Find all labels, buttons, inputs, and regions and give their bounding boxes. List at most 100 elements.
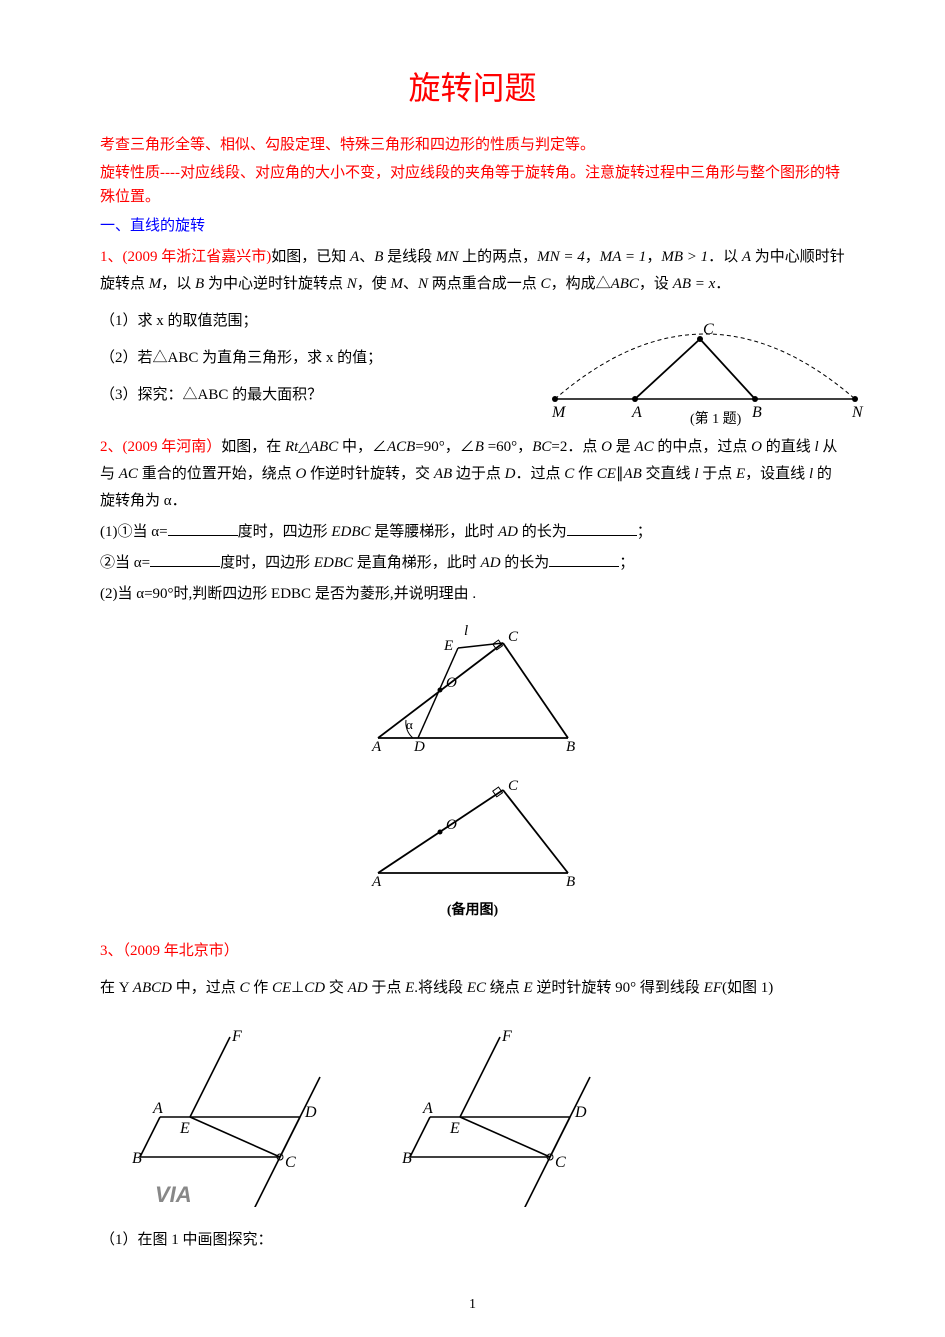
fig2a-b: B <box>566 739 575 753</box>
text: ． <box>715 276 730 292</box>
problem-2-q3: (2)当 α=90°时,判断四边形 EDBC 是否为菱形,并说明理由 . <box>100 581 845 608</box>
blank-3 <box>150 552 220 567</box>
fig2b-o: O <box>446 817 457 833</box>
problem-3-q1: （1）在图 1 中画图探究： <box>100 1227 845 1254</box>
problem-3-label: 3、（2009 年北京市） <box>100 938 845 965</box>
text: ； <box>619 555 634 571</box>
math-eq4: AB = x <box>673 276 716 292</box>
fig2a-alpha: α <box>406 717 413 732</box>
math-b2: B <box>195 276 204 292</box>
math-o: O <box>601 439 612 455</box>
figure-3a-svg: A B C D E F VIA <box>120 1027 350 1207</box>
text: 度时，四边形 <box>220 555 314 571</box>
text: ，以 <box>161 276 195 292</box>
text: ， <box>646 249 661 265</box>
math-ad: AD <box>348 980 368 996</box>
math-a: A <box>350 249 359 265</box>
math-abcd: ABCD <box>133 980 172 996</box>
problem-1-label: 1、(2009 年浙江省嘉兴市) <box>100 249 271 265</box>
text: （1）求 x 的取值范围； <box>100 313 258 329</box>
text: .将线段 <box>414 980 467 996</box>
math-b: B <box>475 439 484 455</box>
text: 在 Y <box>100 980 133 996</box>
fig2a-o: O <box>446 675 457 691</box>
math-o2: O <box>751 439 762 455</box>
math-ec: EC <box>467 980 486 996</box>
label-b: B <box>752 404 762 421</box>
page-title: 旋转问题 <box>100 60 845 118</box>
figure-1-caption: (第 1 题) <box>690 407 741 432</box>
text: ，设直线 <box>745 466 809 482</box>
problem-1-stem: 1、(2009 年浙江省嘉兴市)如图，已知 A、B 是线段 MN 上的两点，MN… <box>100 244 845 298</box>
fig3b-d: D <box>574 1104 587 1121</box>
label-n: N <box>851 404 864 421</box>
fig3a-a: A <box>152 1100 163 1117</box>
fig3a-e: E <box>179 1120 190 1137</box>
problem-2-figure-1: A B C D E O l α <box>100 623 845 763</box>
text: 是直角梯形，此时 <box>353 555 481 571</box>
math-eq3: MB > 1 <box>661 249 708 265</box>
problem-2-stem: 2、(2009 年河南）如图，在 Rt△ABC 中，∠ACB=90°，∠B =6… <box>100 434 845 515</box>
fig2a-e: E <box>443 638 453 654</box>
label-a: A <box>631 404 642 421</box>
math-ad2: AD <box>481 555 501 571</box>
math-ac2: AC <box>119 466 138 482</box>
math-e: E <box>736 466 745 482</box>
math-d: D <box>505 466 516 482</box>
text: 的长为 <box>501 555 550 571</box>
text: 两点重合成一点 <box>428 276 541 292</box>
fig3b-b: B <box>402 1150 412 1167</box>
figure-2a-svg: A B C D E O l α <box>358 623 588 753</box>
problem-2-q2: ②当 α=度时，四边形 EDBC 是直角梯形，此时 AD 的长为； <box>100 550 845 577</box>
math-eq2: MA = 1 <box>600 249 647 265</box>
math-b: B <box>374 249 383 265</box>
math-a2: A <box>742 249 751 265</box>
fig3a-f: F <box>231 1028 242 1045</box>
text: ，使 <box>357 276 391 292</box>
text: 是线段 <box>383 249 436 265</box>
math-ac: AC <box>634 439 653 455</box>
text: 的长为 <box>518 524 567 540</box>
text: 于点 <box>698 466 736 482</box>
text: (2)当 α=90°时,判断四边形 EDBC 是否为菱形,并说明理由 . <box>100 586 476 602</box>
text: (1)①当 α= <box>100 524 168 540</box>
problem-2: 2、(2009 年河南）如图，在 Rt△ABC 中，∠ACB=90°，∠B =6… <box>100 434 845 923</box>
text: ．过点 <box>516 466 565 482</box>
problem-2-figure-2: A B C O (备用图) <box>100 778 845 923</box>
fig3b-e: E <box>449 1120 460 1137</box>
text: 是等腰梯形，此时 <box>371 524 499 540</box>
figure-2b-caption: (备用图) <box>100 898 845 923</box>
fig2b-a: A <box>371 874 382 890</box>
text: （2）若△ABC 为直角三角形，求 x 的值； <box>100 350 382 366</box>
text: （3）探究：△ABC 的最大面积？ <box>100 387 322 403</box>
section-1-heading: 一、直线的旋转 <box>100 213 845 240</box>
math-ab2: AB <box>623 466 641 482</box>
perp-symbol: ⊥ <box>291 980 304 996</box>
fig2a-c: C <box>508 629 519 645</box>
fig2a-a: A <box>371 739 382 753</box>
fig3b-a: A <box>422 1100 433 1117</box>
text: (如图 1) <box>722 980 773 996</box>
fig3a-b: B <box>132 1150 142 1167</box>
problem-2-label: 2、(2009 年河南） <box>100 439 221 455</box>
text: ．以 <box>708 249 742 265</box>
text: ， <box>585 249 600 265</box>
figure-2b-svg: A B C O <box>358 778 588 893</box>
text: 作 <box>249 980 272 996</box>
math-c: C <box>239 980 249 996</box>
text: ； <box>637 524 652 540</box>
fig3b-c: C <box>555 1154 566 1171</box>
math-acb: ACB <box>387 439 415 455</box>
text: 、 <box>359 249 374 265</box>
fig3b-f: F <box>501 1028 512 1045</box>
label-m: M <box>551 404 567 421</box>
math-mn: MN <box>436 249 459 265</box>
problem-1: 1、(2009 年浙江省嘉兴市)如图，已知 A、B 是线段 MN 上的两点，MN… <box>100 244 845 409</box>
problem-2-q1: (1)①当 α=度时，四边形 EDBC 是等腰梯形，此时 AD 的长为； <box>100 519 845 546</box>
figure-3b-svg: A B C D E F <box>390 1027 620 1207</box>
text: 交直线 <box>642 466 695 482</box>
text: 作 <box>574 466 597 482</box>
math-n2: N <box>418 276 428 292</box>
math-ef: EF <box>704 980 722 996</box>
math-m: M <box>149 276 162 292</box>
